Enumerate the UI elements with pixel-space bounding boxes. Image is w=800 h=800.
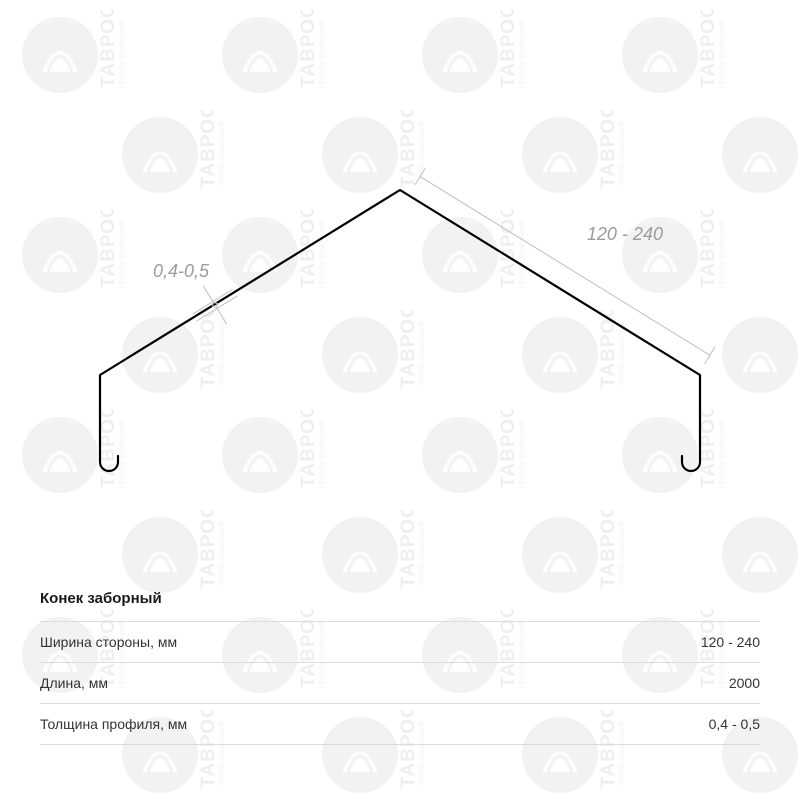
specs-block: Конек заборный Ширина стороны, мм 120 - 2… (40, 590, 760, 745)
spec-value: 2000 (729, 675, 760, 691)
profile-diagram: 0,4-0,5 120 - 240 (0, 0, 800, 560)
thickness-label: 0,4-0,5 (153, 261, 210, 281)
spec-label: Длина, мм (40, 675, 108, 691)
spec-value: 0,4 - 0,5 (709, 716, 760, 732)
spec-label: Ширина стороны, мм (40, 634, 177, 650)
width-label: 120 - 240 (587, 224, 663, 244)
spec-row: Длина, мм 2000 (40, 663, 760, 704)
spec-label: Толщина профиля, мм (40, 716, 187, 732)
spec-row: Ширина стороны, мм 120 - 240 (40, 622, 760, 663)
specs-title: Конек заборный (40, 590, 760, 622)
spec-row: Толщина профиля, мм 0,4 - 0,5 (40, 704, 760, 745)
spec-value: 120 - 240 (701, 634, 760, 650)
